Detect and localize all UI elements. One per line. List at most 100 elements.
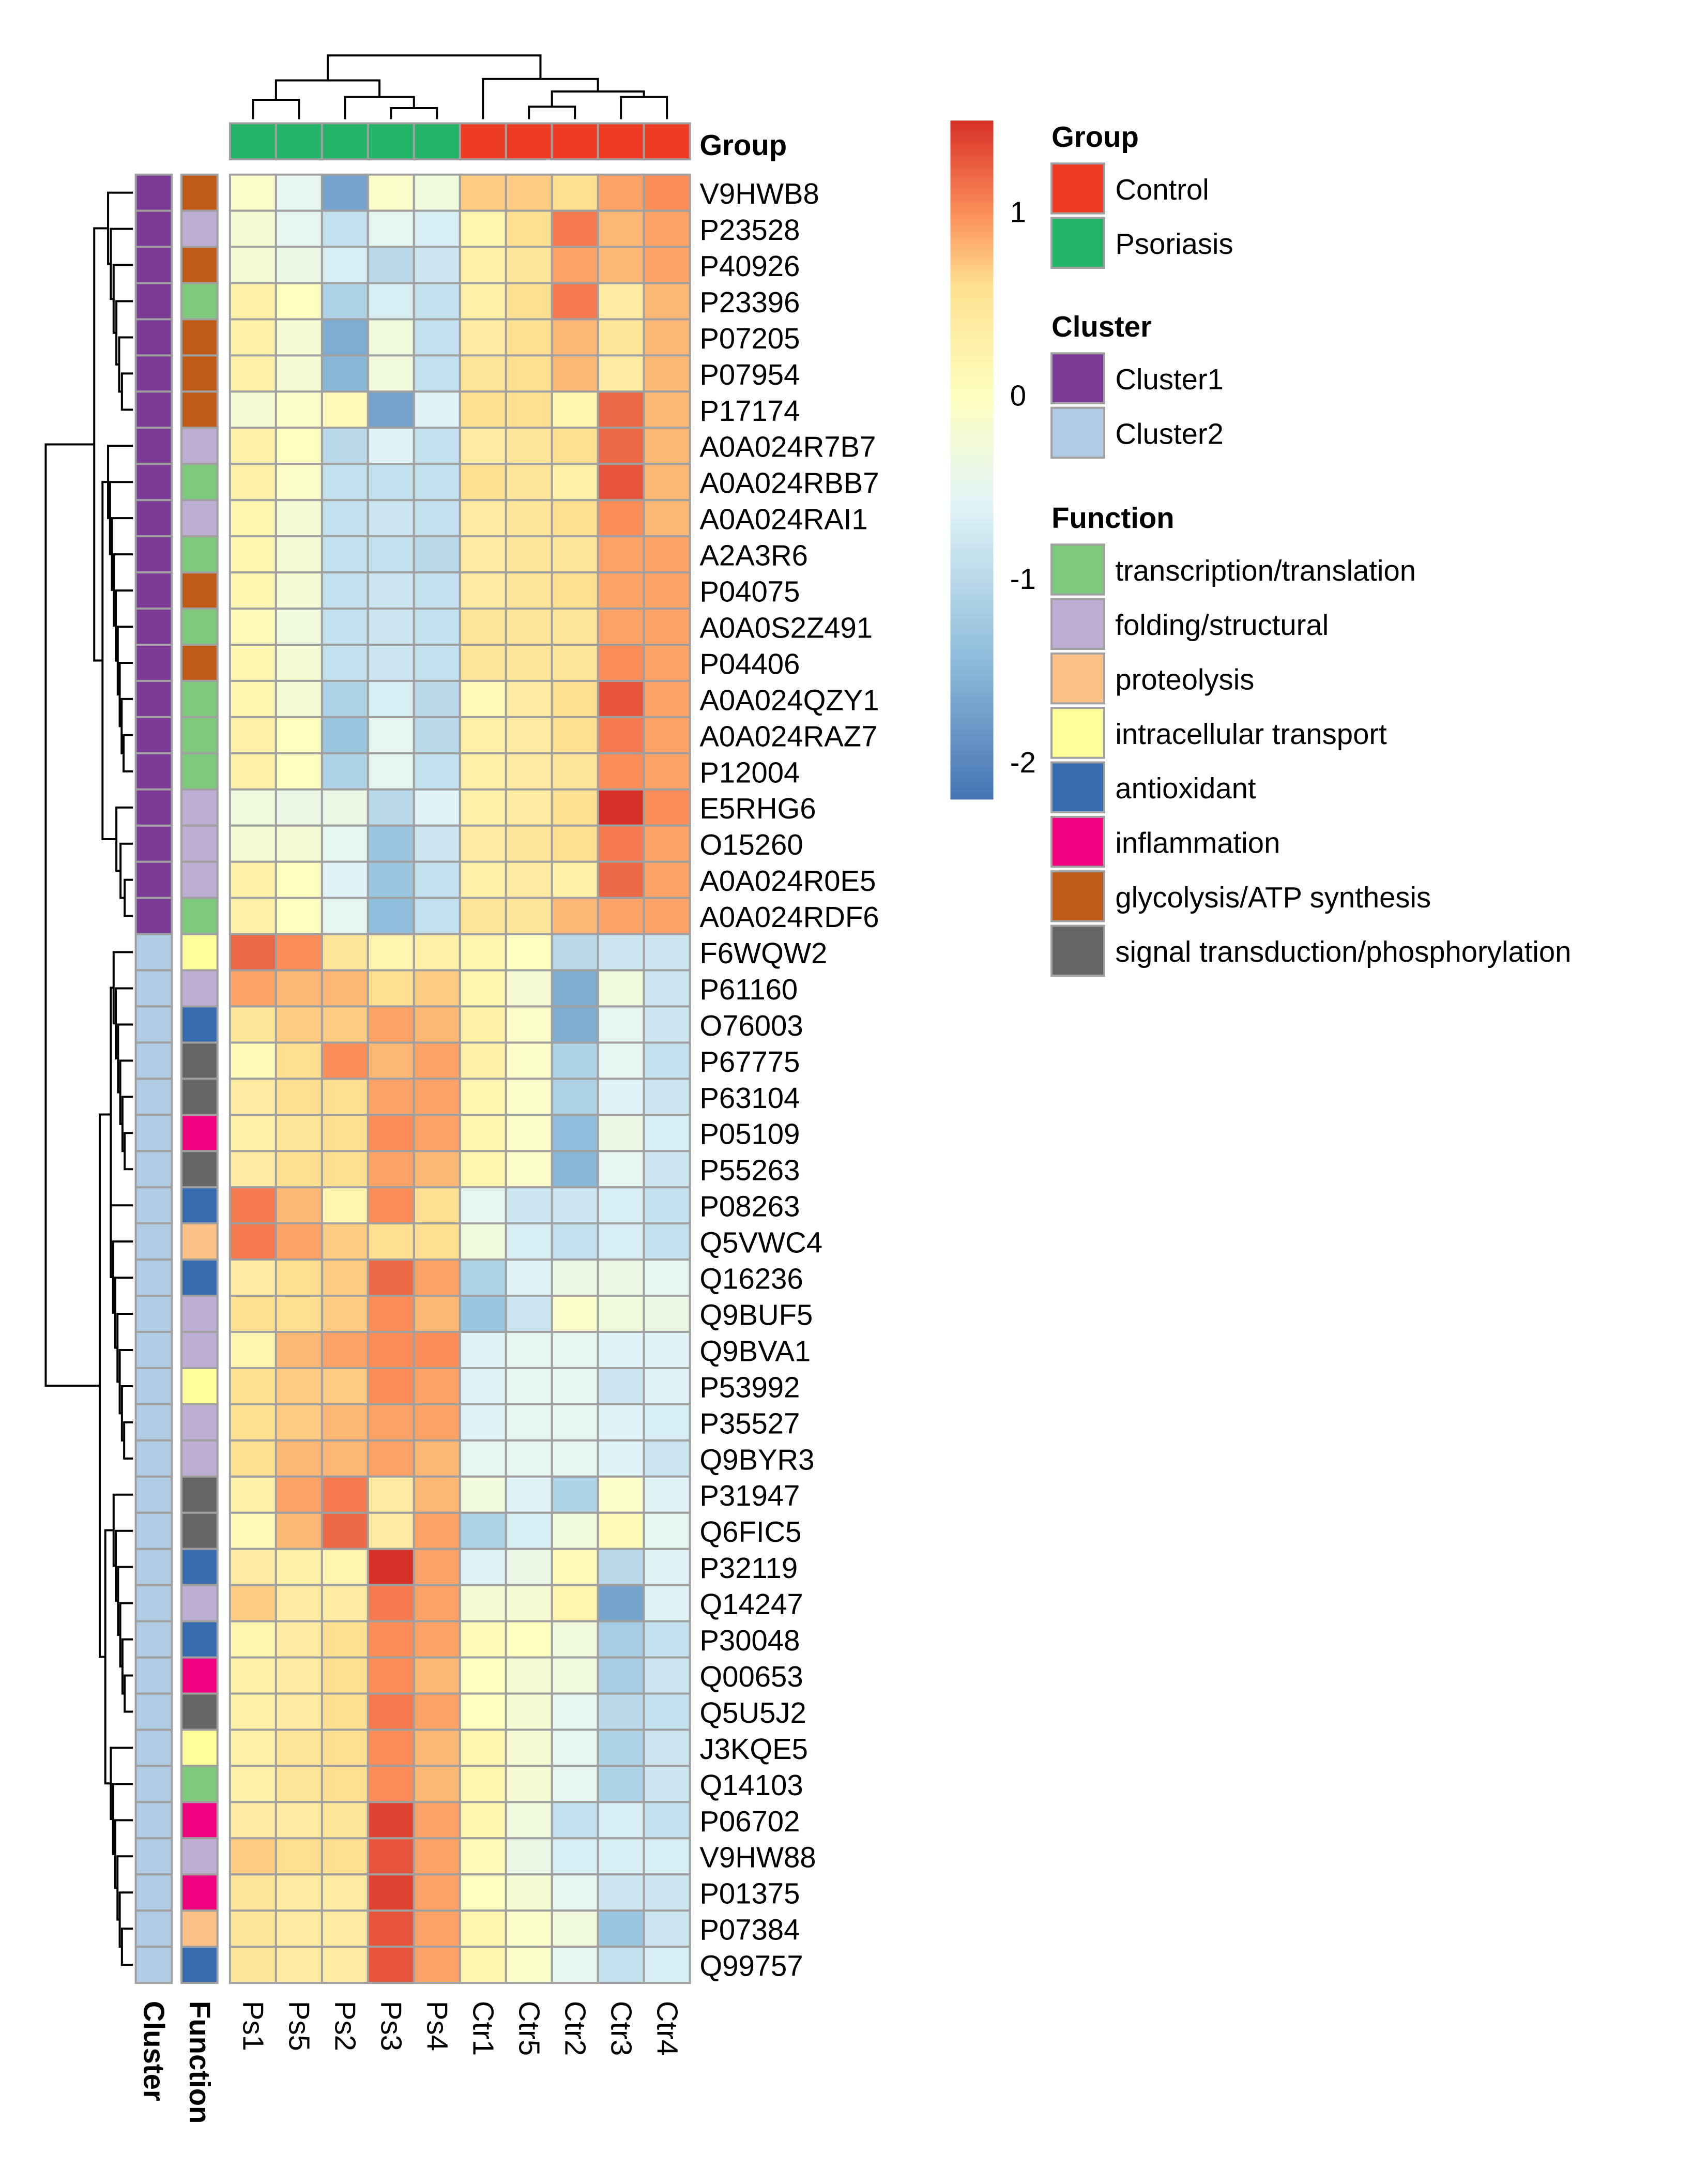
column-label: Ps4 (421, 2001, 454, 2051)
function-annotation-cell (180, 788, 219, 827)
column-dendrogram-branch (390, 107, 438, 119)
cluster-annotation-cell (134, 209, 173, 248)
function-annotation-cell (180, 1150, 219, 1189)
heatmap-cell (597, 1656, 645, 1695)
heatmap-cell (459, 644, 507, 682)
row-label: A0A024R7B7 (699, 431, 876, 463)
cluster-annotation-cell (134, 824, 173, 863)
heatmap-cell (597, 679, 645, 718)
heatmap-cell (274, 969, 323, 1008)
heatmap-cell (228, 1656, 277, 1695)
heatmap-cell (643, 752, 691, 791)
function-annotation-cell (180, 1656, 219, 1695)
function-legend-label: antioxidant (1115, 772, 1256, 805)
heatmap-cell (459, 427, 507, 465)
heatmap-cell (321, 1114, 369, 1152)
heatmap-cell (367, 463, 415, 502)
heatmap-cell (597, 1367, 645, 1405)
group-annotation-cell (228, 122, 277, 161)
heatmap-cell (321, 1186, 369, 1225)
heatmap-cell (551, 1801, 599, 1840)
heatmap-cell (597, 1403, 645, 1442)
heatmap-cell (321, 1331, 369, 1369)
row-label: P04075 (699, 575, 800, 608)
heatmap-cell (228, 788, 277, 827)
heatmap-cell (274, 1186, 323, 1225)
heatmap-cell (413, 1801, 461, 1840)
heatmap-cell (274, 173, 323, 212)
heatmap-cell (459, 1041, 507, 1080)
heatmap-cell (643, 969, 691, 1008)
heatmap-cell (459, 1005, 507, 1044)
heatmap-cell (505, 390, 553, 429)
heatmap-cell (413, 1295, 461, 1333)
heatmap-cell (274, 788, 323, 827)
heatmap-cell (597, 1078, 645, 1116)
row-label: Q5U5J2 (699, 1696, 806, 1729)
heatmap-cell (367, 752, 415, 791)
row-label: A0A024RAI1 (699, 503, 867, 536)
column-dendrogram-branch (326, 54, 542, 81)
row-label: A0A0S2Z491 (699, 611, 873, 644)
heatmap-cell (505, 1837, 553, 1876)
function-annotation-cell (180, 1331, 219, 1369)
heatmap-cell (274, 1837, 323, 1876)
heatmap-cell (597, 209, 645, 248)
heatmap-cell (459, 860, 507, 899)
heatmap-cell (643, 716, 691, 754)
heatmap-cell (321, 788, 369, 827)
heatmap-cell (228, 860, 277, 899)
heatmap-cell (413, 788, 461, 827)
heatmap-cell (228, 173, 277, 212)
heatmap-cell (459, 1765, 507, 1803)
heatmap-cell (643, 571, 691, 610)
heatmap-cell (321, 1403, 369, 1442)
function-legend-swatch (1050, 543, 1105, 596)
function-annotation-cell (180, 860, 219, 899)
heatmap-cell (274, 571, 323, 610)
heatmap-cell (597, 499, 645, 538)
heatmap-cell (551, 1150, 599, 1189)
heatmap-cell (413, 1258, 461, 1297)
heatmap-cell (505, 752, 553, 791)
heatmap-cell (413, 354, 461, 393)
heatmap-cell (505, 1909, 553, 1948)
heatmap-cell (459, 1331, 507, 1369)
heatmap-cell (643, 824, 691, 863)
heatmap-cell (505, 318, 553, 357)
heatmap-cell (228, 1186, 277, 1225)
function-annotation-cell (180, 354, 219, 393)
heatmap-cell (551, 282, 599, 321)
heatmap-cell (228, 1620, 277, 1659)
group-annotation-cell (459, 122, 507, 161)
heatmap-cell (643, 860, 691, 899)
heatmap-cell (413, 1620, 461, 1659)
heatmap-cell (459, 1439, 507, 1478)
heatmap-cell (505, 1295, 553, 1333)
heatmap-cell (597, 1837, 645, 1876)
heatmap-cell (643, 1620, 691, 1659)
heatmap-cell (228, 644, 277, 682)
heatmap-cell (367, 1946, 415, 1984)
function-legend-label: glycolysis/ATP synthesis (1115, 881, 1431, 914)
heatmap-cell (274, 535, 323, 574)
heatmap-cell (643, 1692, 691, 1731)
heatmap-cell (321, 1801, 369, 1840)
heatmap-cell (551, 1186, 599, 1225)
cluster-annotation-cell (134, 571, 173, 610)
heatmap-cell (597, 463, 645, 502)
heatmap-cell (505, 1439, 553, 1478)
heatmap-cell (505, 535, 553, 574)
heatmap-cell (413, 1728, 461, 1767)
function-annotation-cell (180, 1041, 219, 1080)
heatmap-cell (367, 860, 415, 899)
heatmap-cell (367, 1909, 415, 1948)
heatmap-cell (551, 463, 599, 502)
heatmap-cell (459, 788, 507, 827)
heatmap-cell (505, 1873, 553, 1912)
function-annotation-cell (180, 1439, 219, 1478)
heatmap-cell (551, 1873, 599, 1912)
heatmap-cell (274, 1692, 323, 1731)
function-annotation-cell (180, 1873, 219, 1912)
heatmap-cell (228, 1801, 277, 1840)
